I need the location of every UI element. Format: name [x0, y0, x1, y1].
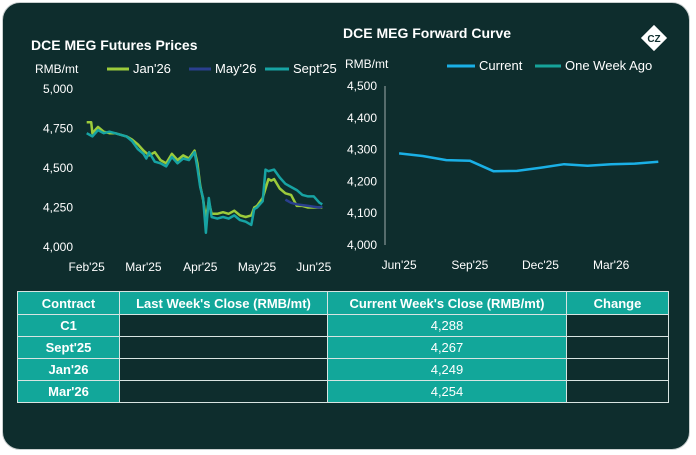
x-tick-label: Mar'26 [593, 258, 630, 272]
y-tick-label: 4,100 [347, 206, 377, 220]
report-card: DCE MEG Futures Prices DCE MEG Forward C… [2, 2, 690, 450]
logo-lettering: CZ [647, 34, 660, 45]
table-row: Jan'26 4,249 [17, 358, 669, 381]
y-tick-label: 4,400 [347, 111, 377, 125]
y-tick-label: 4,300 [347, 143, 377, 157]
current-week-cell: 4,288 [327, 314, 567, 337]
x-tick-label: Mar'25 [125, 260, 162, 274]
company-logo-icon: CZ [639, 23, 669, 53]
contracts-table: Contract Last Week's Close (RMB/mt) Curr… [17, 291, 669, 403]
header-change: Change [566, 291, 669, 315]
change-cell [566, 380, 669, 403]
header-current-week-close: Current Week's Close (RMB/mt) [327, 291, 567, 315]
contract-cell: C1 [17, 314, 120, 337]
y-tick-label: 5,000 [43, 82, 73, 96]
x-tick-label: Jun'25 [382, 258, 417, 272]
x-tick-label: Dec'25 [522, 258, 559, 272]
y-tick-label: 4,000 [43, 240, 73, 254]
y-tick-label: 4,500 [43, 161, 73, 175]
x-tick-label: Feb'25 [69, 260, 106, 274]
y-tick-label: 4,750 [43, 122, 73, 136]
y-tick-label: 4,200 [347, 174, 377, 188]
legend-label: One Week Ago [565, 58, 652, 73]
y-tick-label: 4,500 [347, 79, 377, 93]
legend-label: Current [479, 58, 523, 73]
current-week-cell: 4,254 [327, 380, 567, 403]
series-line [398, 152, 659, 173]
change-cell [566, 336, 669, 359]
x-tick-label: May'25 [238, 260, 277, 274]
header-contract: Contract [17, 291, 120, 315]
y-axis-label: RMB/mt [345, 57, 389, 71]
table-row: C1 4,288 [17, 314, 669, 337]
contract-cell: Jan'26 [17, 358, 120, 381]
table-header-row: Contract Last Week's Close (RMB/mt) Curr… [17, 291, 669, 315]
legend-label: May'26 [215, 61, 257, 76]
forward-chart-title: DCE MEG Forward Curve [343, 25, 512, 41]
x-tick-label: Sep'25 [451, 258, 488, 272]
change-cell [566, 314, 669, 337]
x-tick-label: Apr'25 [183, 260, 218, 274]
change-cell [566, 358, 669, 381]
forward-curve-chart: RMB/mt 4,000 4,100 4,200 4,300 4,400 4,500 Jun'… [345, 57, 659, 272]
series-line [86, 128, 323, 235]
header-last-week-close: Last Week's Close (RMB/mt) [119, 291, 328, 315]
y-axis-label: RMB/mt [35, 62, 79, 76]
legend-label: Sept'25 [293, 61, 337, 76]
series-line [284, 198, 323, 209]
table-row: Mar'26 4,254 [17, 380, 669, 403]
table-row: Sept'25 4,267 [17, 336, 669, 359]
last-week-cell [119, 358, 328, 381]
last-week-cell [119, 314, 328, 337]
last-week-cell [119, 336, 328, 359]
current-week-cell: 4,249 [327, 358, 567, 381]
last-week-cell [119, 380, 328, 403]
y-tick-label: 4,250 [43, 201, 73, 215]
legend-label: Jan'26 [133, 61, 171, 76]
x-tick-label: Jun'25 [296, 260, 331, 274]
contract-cell: Sept'25 [17, 336, 120, 359]
y-tick-label: 4,000 [347, 238, 377, 252]
futures-chart-title: DCE MEG Futures Prices [31, 37, 198, 53]
futures-prices-chart: RMB/mt 4,000 4,250 4,500 4,750 5,000 Feb'25 Mar… [35, 61, 337, 274]
contract-cell: Mar'26 [17, 380, 120, 403]
current-week-cell: 4,267 [327, 336, 567, 359]
